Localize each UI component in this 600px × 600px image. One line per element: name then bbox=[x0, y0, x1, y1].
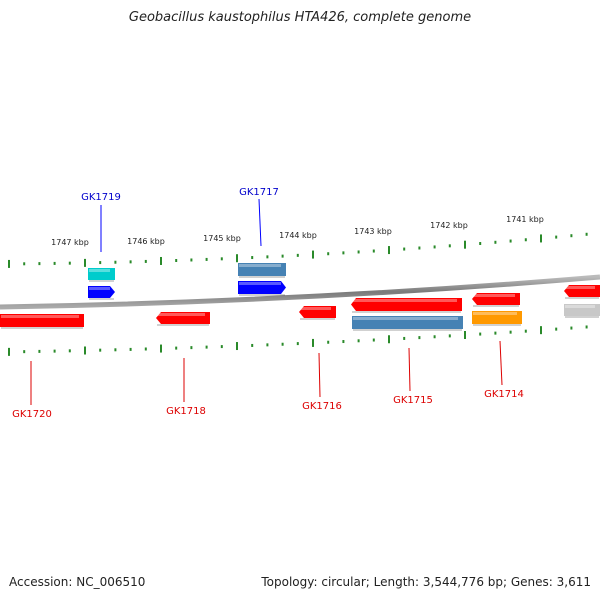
gene-gk1720 bbox=[0, 314, 84, 327]
gene-gk1714 bbox=[472, 293, 520, 305]
accession-text: Accession: NC_006510 bbox=[9, 575, 146, 589]
gene-gk1715-lower-shadow bbox=[353, 329, 462, 331]
gene-next-highlight bbox=[565, 286, 595, 289]
gene-gk1719-upper bbox=[88, 268, 115, 280]
gene-gk1719-shadow bbox=[89, 298, 114, 300]
gene-next-lower-highlight bbox=[565, 305, 595, 308]
gene-next bbox=[564, 285, 600, 297]
gene-label-gk1716[interactable]: GK1716 bbox=[302, 401, 342, 412]
gene-label-gk1719[interactable]: GK1719 bbox=[81, 192, 121, 203]
gene-next-lower-shadow bbox=[565, 316, 599, 318]
gene-gk1717-highlight bbox=[239, 282, 281, 285]
label-pointer-lines bbox=[30, 198, 503, 405]
gene-gk1715-shadow bbox=[352, 311, 461, 313]
label-pointer-line bbox=[258, 198, 262, 247]
gene-label-gk1717[interactable]: GK1717 bbox=[239, 187, 279, 198]
gene-gk1715-lower bbox=[352, 316, 463, 329]
kbp-label-1742: 1742 kbp bbox=[430, 221, 468, 230]
kbp-label-1743: 1743 kbp bbox=[354, 227, 392, 236]
gene-gk1719 bbox=[88, 286, 115, 298]
gene-gk1718-shadow bbox=[157, 324, 209, 326]
gene-gk1717-upper bbox=[238, 263, 286, 276]
kbp-label-1746: 1746 kbp bbox=[127, 237, 165, 246]
gene-label-gk1718[interactable]: GK1718 bbox=[166, 406, 206, 417]
kbp-label-1741: 1741 kbp bbox=[506, 215, 544, 224]
gene-gk1719-highlight bbox=[89, 287, 110, 290]
gene-gk1714-highlight bbox=[473, 294, 515, 297]
gene-gk1715-highlight bbox=[352, 299, 457, 302]
genome-stats-text: Topology: circular; Length: 3,544,776 bp… bbox=[261, 575, 591, 589]
gene-gk1715 bbox=[351, 298, 462, 311]
gene-gk1717 bbox=[238, 281, 286, 294]
lower-scale-ticks bbox=[8, 325, 588, 356]
gene-gk1716-highlight bbox=[300, 307, 331, 310]
gene-gk1720-shadow bbox=[1, 327, 83, 329]
label-pointer-line bbox=[318, 352, 321, 398]
gene-features bbox=[0, 263, 600, 331]
gene-gk1716 bbox=[299, 306, 336, 318]
gene-gk1720-highlight bbox=[1, 315, 79, 318]
upper-scale-ticks bbox=[8, 232, 588, 268]
gene-gk1717-upper-shadow bbox=[239, 276, 285, 278]
kbp-label-1747: 1747 kbp bbox=[51, 238, 89, 247]
gene-label-gk1720[interactable]: GK1720 bbox=[12, 409, 52, 420]
gene-next-lower bbox=[564, 304, 600, 316]
gene-gk1717-shadow bbox=[239, 294, 285, 296]
kbp-label-1745: 1745 kbp bbox=[203, 234, 241, 243]
gene-gk1714-lower-highlight bbox=[473, 312, 517, 315]
gene-gk1719-upper-shadow bbox=[89, 280, 114, 282]
label-pointer-line bbox=[408, 347, 411, 392]
gene-gk1719-upper-highlight bbox=[89, 269, 110, 272]
gene-gk1715-lower-highlight bbox=[353, 317, 458, 320]
gene-next-shadow bbox=[565, 297, 599, 299]
gene-gk1714-lower-shadow bbox=[473, 324, 521, 326]
gene-gk1718 bbox=[156, 312, 210, 324]
map-title: Geobacillus kaustophilus HTA426, complet… bbox=[128, 10, 472, 25]
gene-gk1717-upper-highlight bbox=[239, 264, 281, 267]
gene-gk1714-shadow bbox=[473, 305, 519, 307]
genome-backbone bbox=[0, 274, 600, 310]
kbp-label-1744: 1744 kbp bbox=[279, 231, 317, 240]
gene-gk1714-lower bbox=[472, 311, 522, 324]
gene-label-gk1714[interactable]: GK1714 bbox=[484, 389, 524, 400]
label-pointer-line bbox=[499, 340, 503, 386]
gene-gk1716-shadow bbox=[300, 318, 335, 320]
gene-gk1718-highlight bbox=[157, 313, 205, 316]
gene-label-gk1715[interactable]: GK1715 bbox=[393, 395, 433, 406]
